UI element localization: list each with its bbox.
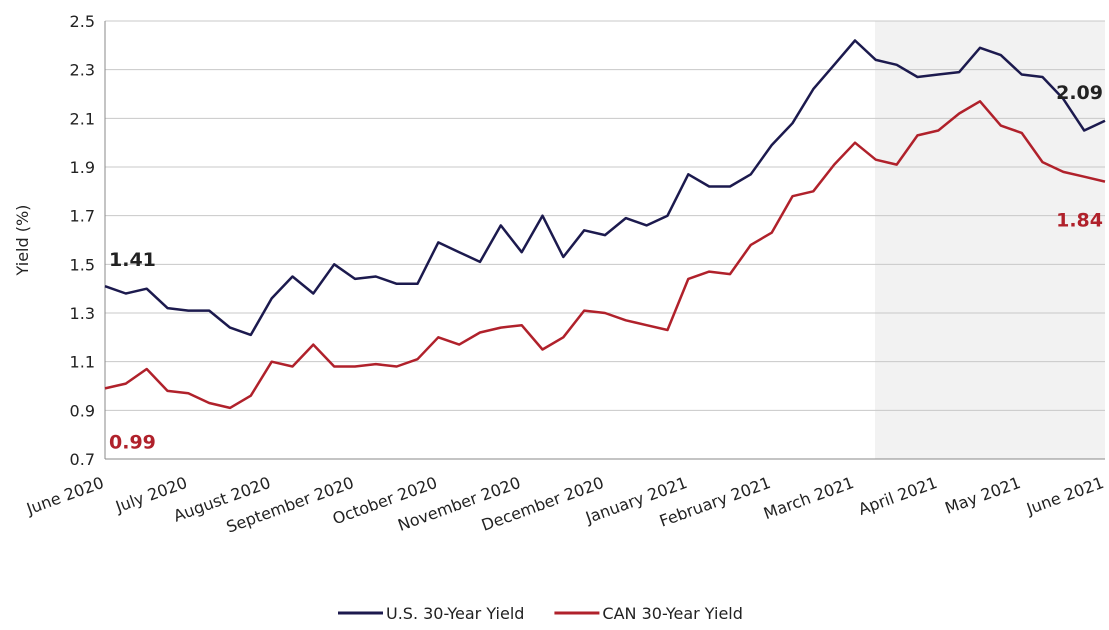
x-tick-label: April 2021 — [856, 473, 940, 519]
value-label: 2.09 — [1056, 82, 1103, 104]
x-tick-label: March 2021 — [761, 473, 856, 523]
y-tick-label: 0.9 — [70, 401, 95, 420]
y-axis-label: Yield (%) — [13, 205, 32, 277]
x-tick-label: June 2020 — [23, 473, 106, 519]
y-tick-label: 2.5 — [70, 12, 95, 31]
value-label: 1.84 — [1056, 210, 1103, 232]
series-line — [104, 39, 1106, 337]
y-tick-label: 1.5 — [70, 255, 95, 274]
y-tick-label: 0.7 — [70, 450, 95, 469]
x-tick-label: May 2021 — [942, 473, 1023, 518]
y-tick-label: 2.1 — [70, 109, 95, 128]
series-line — [104, 100, 1106, 410]
value-label: 1.41 — [109, 249, 156, 271]
value-label: 0.99 — [109, 431, 156, 453]
y-tick-label: 1.3 — [70, 304, 95, 323]
x-tick-label: June 2021 — [1023, 473, 1106, 519]
y-tick-label: 1.9 — [70, 158, 95, 177]
y-tick-label: 1.1 — [70, 353, 95, 372]
y-tick-label: 1.7 — [70, 207, 95, 226]
legend-label: U.S. 30-Year Yield — [386, 604, 524, 623]
y-tick-label: 2.3 — [70, 61, 95, 80]
legend-label: CAN 30-Year Yield — [602, 604, 742, 623]
shaded-period — [875, 21, 1105, 459]
